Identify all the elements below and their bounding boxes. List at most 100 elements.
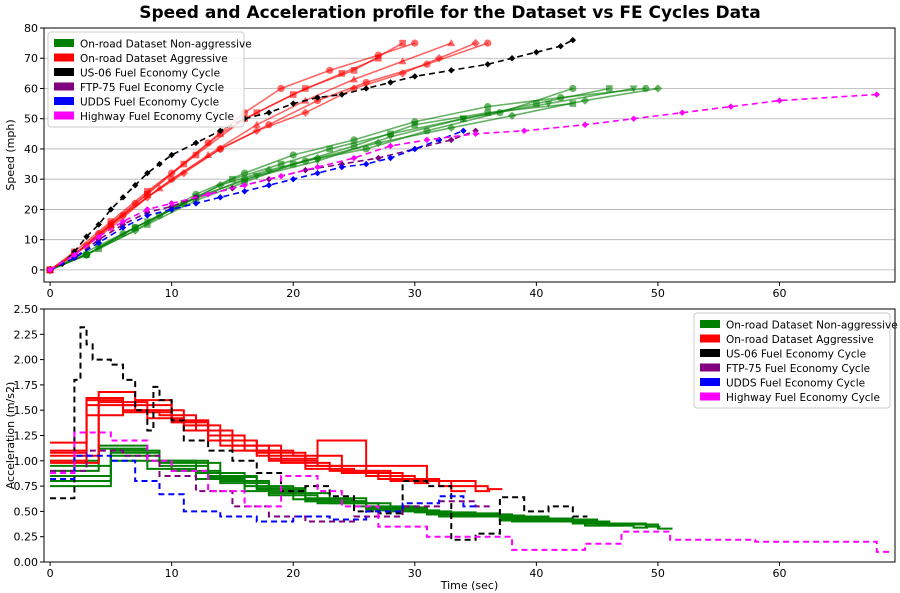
series-line <box>50 397 393 481</box>
x-tick-label: 20 <box>286 287 300 300</box>
y-tick-label: 20 <box>24 203 38 216</box>
data-point <box>144 187 151 195</box>
data-point <box>350 67 358 74</box>
data-point <box>776 97 783 104</box>
x-tick-label: 0 <box>47 287 54 300</box>
data-point <box>484 103 492 111</box>
legend-swatch <box>54 97 74 105</box>
data-point <box>387 79 394 86</box>
data-point <box>252 120 261 128</box>
data-point <box>580 96 590 105</box>
data-point <box>411 121 419 129</box>
legend-swatch <box>700 392 720 401</box>
data-point <box>375 154 382 162</box>
data-point <box>423 136 431 144</box>
data-point <box>289 91 297 98</box>
data-point <box>192 151 200 159</box>
data-point <box>95 221 102 228</box>
y-tick-label: 0.00 <box>14 556 39 569</box>
data-point <box>168 175 176 183</box>
speed-panel: 0 10 20 30 40 50 60 0 10 20 30 40 50 60 70 80 Speed (mph… <box>4 22 896 300</box>
data-point <box>326 66 334 74</box>
legend-label: US-06 Fuel Economy Cycle <box>726 349 866 361</box>
data-point <box>484 61 491 68</box>
data-point <box>362 160 370 168</box>
data-point <box>289 160 297 168</box>
data-point <box>338 91 346 98</box>
data-point <box>131 182 139 189</box>
x-tick-label: 20 <box>286 567 300 580</box>
data-point <box>411 145 418 153</box>
data-point <box>83 233 90 240</box>
series-line <box>49 102 573 271</box>
x-tick-label: 10 <box>165 567 179 580</box>
data-point <box>314 94 321 101</box>
x-tick-label: 50 <box>651 567 665 580</box>
data-point <box>727 103 735 110</box>
series-line <box>50 454 479 523</box>
series-group <box>45 36 880 275</box>
data-point <box>484 109 492 116</box>
data-point <box>544 100 553 108</box>
data-point <box>314 169 321 177</box>
data-point <box>314 163 321 171</box>
data-point <box>290 100 297 107</box>
data-point <box>362 78 370 87</box>
data-point <box>472 130 479 138</box>
series-line <box>50 451 673 530</box>
data-point <box>653 84 663 93</box>
data-point <box>679 109 686 116</box>
y-tick-label: 0 <box>31 264 38 277</box>
figure-title: Speed and Acceleration profile for the D… <box>139 3 760 23</box>
series-line <box>50 390 491 493</box>
series-group <box>50 326 892 553</box>
data-point <box>107 206 115 213</box>
data-point <box>168 206 175 213</box>
y-tick-label: 1.75 <box>14 379 39 392</box>
data-point <box>569 84 577 93</box>
data-point <box>289 151 297 159</box>
data-point <box>398 57 407 65</box>
data-point <box>217 194 224 201</box>
data-point <box>265 109 273 116</box>
legend-box <box>693 312 891 409</box>
y-tick-label: 70 <box>24 52 38 65</box>
data-point <box>362 145 370 153</box>
legend-label: Highway Fuel Economy Cycle <box>80 111 234 123</box>
data-point <box>217 127 224 135</box>
x-tick-label: 10 <box>165 287 179 300</box>
data-point <box>387 142 394 150</box>
data-point <box>265 182 273 189</box>
data-point <box>386 133 395 141</box>
legend-swatch <box>54 111 74 120</box>
series-line <box>50 449 491 523</box>
legend-box <box>47 31 245 128</box>
data-point <box>557 42 564 50</box>
legend-swatch <box>700 334 720 343</box>
data-point <box>362 85 370 92</box>
legend-swatch <box>700 349 720 357</box>
data-point <box>95 239 102 246</box>
x-tick-label: 40 <box>529 567 543 580</box>
x-axis-label: Time (sec) <box>440 579 499 592</box>
axes-frame <box>43 27 896 283</box>
data-point <box>302 166 309 174</box>
data-point <box>387 154 394 162</box>
data-point <box>71 251 78 258</box>
data-point <box>569 36 577 44</box>
series-line <box>49 130 464 271</box>
acceleration-panel: 0 10 20 30 40 50 60 0.00 0.25 0.50 0.75 1.00 1.25 1.5… <box>4 303 898 592</box>
y-tick-label: 80 <box>24 22 38 35</box>
data-point <box>447 39 456 47</box>
y-axis-label: Speed (mph) <box>4 119 17 190</box>
series-line <box>49 39 574 271</box>
series-line <box>50 449 588 524</box>
legend-label: UDDS Fuel Economy Cycle <box>726 378 865 390</box>
data-point <box>168 200 175 207</box>
legend: On-road Dataset Non-aggressive On-road Da… <box>47 31 252 128</box>
legend-swatch <box>54 39 74 47</box>
data-point <box>350 75 359 83</box>
legend-swatch <box>54 53 74 62</box>
y-tick-label: 60 <box>24 82 38 95</box>
data-point <box>411 73 418 80</box>
